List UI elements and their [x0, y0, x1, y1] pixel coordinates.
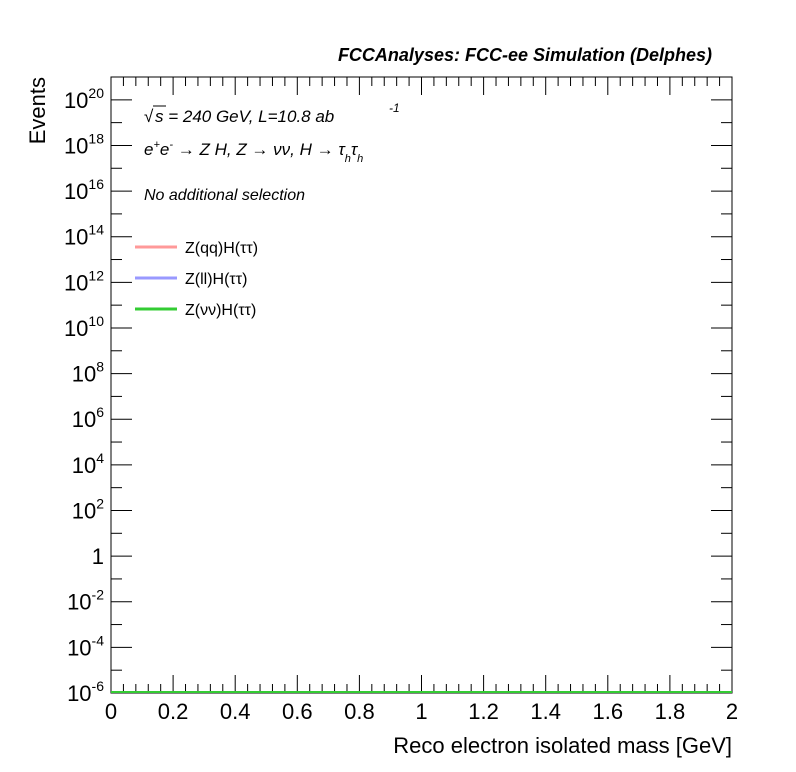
process-p1: e: [144, 140, 153, 159]
y-tick-label: 10-4: [67, 632, 104, 660]
x-tick-label: 1: [415, 699, 427, 724]
x-tick-labels: 0 0.2 0.4 0.6 0.8 1 1.2 1.4 1.6 1.8 2: [105, 699, 738, 724]
x-tick-label: 0.4: [220, 699, 251, 724]
y-tick-label: 1014: [64, 222, 104, 250]
y-tick-labels: 10-6 10-4 10-2 1 102 104 106 108 1010 1012 1014 101…: [64, 85, 104, 706]
process-sub2: h: [357, 153, 363, 165]
process-annotation: e+e- → Z H, Z → νν, H → τhτh: [144, 139, 363, 165]
y-axis-title: Events: [25, 77, 50, 144]
energy-lumi-text: s = 240 GeV, L=10.8 ab: [155, 107, 334, 126]
x-tick-label: 1.2: [468, 699, 499, 724]
y-tick-label: 10-6: [67, 678, 104, 706]
legend-label: Z(qq)H(ττ): [185, 240, 258, 257]
x-tick-label: 0.2: [158, 699, 189, 724]
y-tick-label: 104: [72, 450, 104, 478]
y-tick-label: 1010: [64, 313, 104, 341]
legend: Z(qq)H(ττ) Z(ll)H(ττ) Z(νν)H(ττ): [135, 240, 258, 319]
process-text: e+e- → Z H, Z → νν, H → τhτh: [144, 139, 363, 165]
y-tick-label: 108: [72, 359, 104, 387]
x-tick-label: 0.6: [282, 699, 313, 724]
y-tick-label: 1: [92, 544, 104, 569]
y-tick-label: 10-2: [67, 587, 104, 615]
legend-label: Z(νν)H(ττ): [185, 302, 256, 319]
process-sub1: h: [345, 153, 351, 165]
chart-header: FCCAnalyses: FCC-ee Simulation (Delphes): [338, 45, 712, 65]
legend-label: Z(ll)H(ττ): [185, 271, 247, 288]
y-tick-label: 1018: [64, 130, 104, 158]
x-tick-label: 0.8: [344, 699, 375, 724]
x-tick-label: 2: [726, 699, 738, 724]
process-tau2: τ: [351, 140, 359, 159]
axis-ticks: [110, 76, 733, 694]
sqrt-symbol: √: [144, 107, 154, 126]
process-p2-sup: -: [169, 139, 173, 151]
lumi-exponent: -1: [389, 101, 400, 115]
selection-annotation: No additional selection: [144, 187, 305, 204]
y-tick-label: 106: [72, 404, 104, 432]
y-tick-label: 102: [72, 495, 104, 523]
x-axis-title: Reco electron isolated mass [GeV]: [393, 733, 732, 758]
energy-annotation: √ s = 240 GeV, L=10.8 ab -1: [144, 101, 400, 126]
x-tick-label: 0: [105, 699, 117, 724]
process-rest: → Z H, Z → νν, H → τ: [173, 140, 346, 159]
process-p2: e: [160, 140, 169, 159]
x-tick-label: 1.4: [530, 699, 561, 724]
process-p1-sup: +: [153, 139, 160, 151]
y-tick-label: 1012: [64, 267, 104, 295]
y-tick-label: 1020: [64, 85, 104, 113]
x-tick-label: 1.8: [655, 699, 686, 724]
plot-frame: [110, 76, 733, 694]
y-tick-label: 1016: [64, 176, 104, 204]
x-tick-label: 1.6: [593, 699, 624, 724]
